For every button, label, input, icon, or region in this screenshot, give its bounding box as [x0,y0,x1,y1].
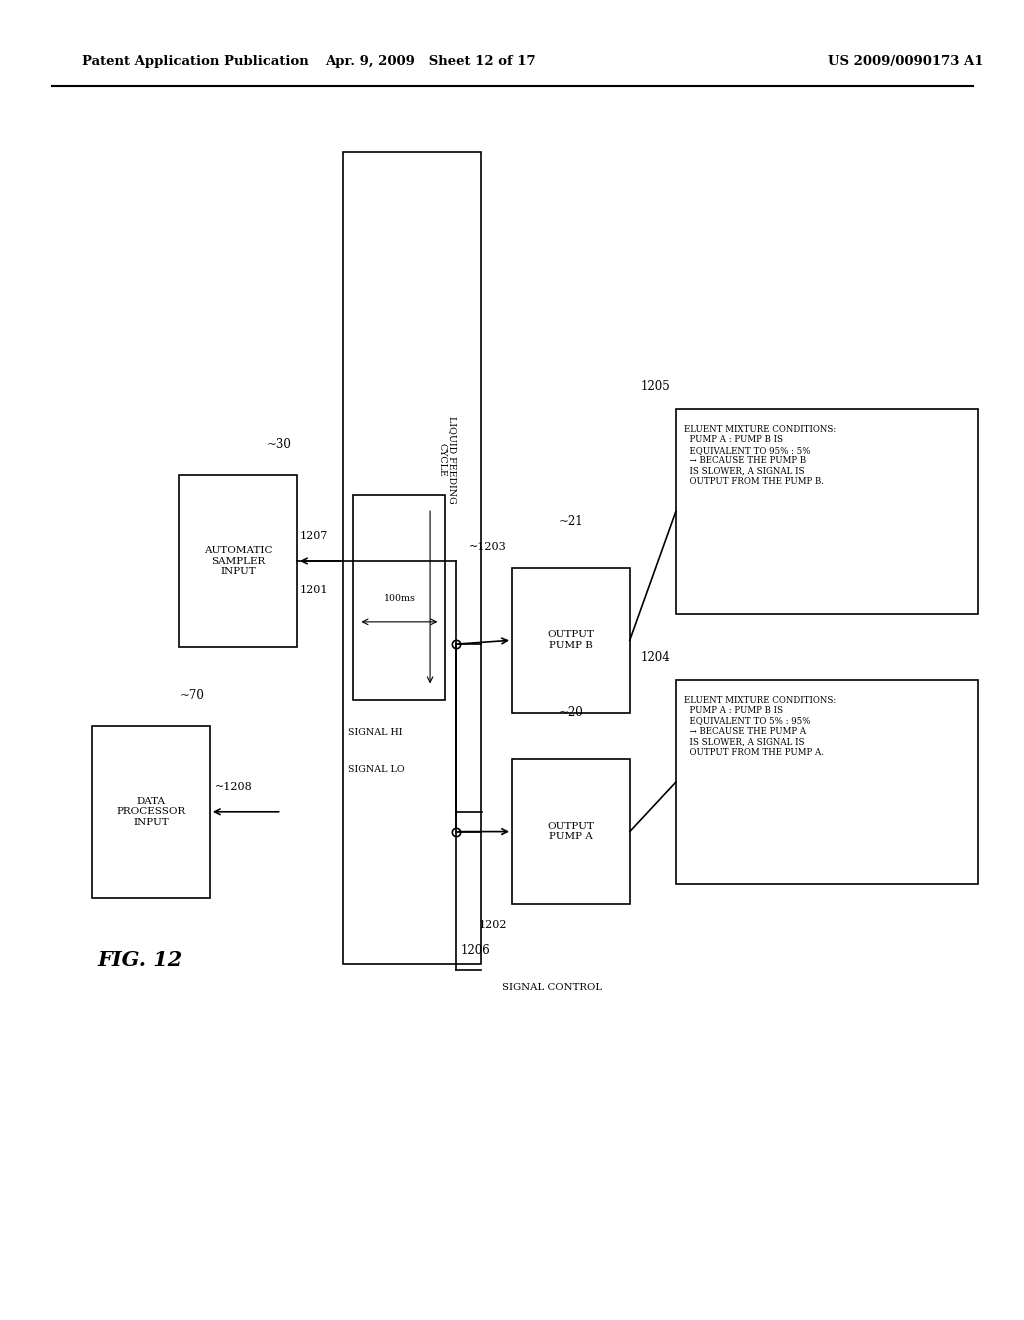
Text: 1201: 1201 [300,585,329,595]
Text: Apr. 9, 2009   Sheet 12 of 17: Apr. 9, 2009 Sheet 12 of 17 [325,55,536,69]
Text: AUTOMATIC
SAMPLER
INPUT: AUTOMATIC SAMPLER INPUT [204,546,272,576]
Text: OUTPUT
PUMP A: OUTPUT PUMP A [548,822,594,841]
Text: 1202: 1202 [478,920,507,931]
Bar [676,680,978,884]
Text: SIGNAL HI: SIGNAL HI [348,729,402,737]
Text: 100ms: 100ms [383,594,416,603]
Text: ELUENT MIXTURE CONDITIONS:
  PUMP A : PUMP B IS
  EQUIVALENT TO 5% : 95%
  → BEC: ELUENT MIXTURE CONDITIONS: PUMP A : PUMP… [684,696,837,756]
Bar [512,759,630,904]
Text: SIGNAL CONTROL: SIGNAL CONTROL [502,983,602,993]
Text: SIGNAL LO: SIGNAL LO [348,766,404,774]
Text: DATA
PROCESSOR
INPUT: DATA PROCESSOR INPUT [117,797,185,826]
Bar [179,475,297,647]
Text: Patent Application Publication: Patent Application Publication [82,55,308,69]
Text: ~70: ~70 [180,689,205,702]
Text: FIG. 12: FIG. 12 [97,950,182,970]
Text: OUTPUT
PUMP B: OUTPUT PUMP B [548,631,594,649]
Bar [353,495,445,700]
Bar [343,152,481,964]
Text: 1205: 1205 [641,380,671,393]
Text: 1204: 1204 [641,651,671,664]
Text: 1207: 1207 [300,531,329,541]
Text: ~30: ~30 [267,438,292,451]
Bar [512,568,630,713]
Text: 1206: 1206 [461,944,490,957]
Text: ~20: ~20 [558,706,584,719]
Text: ~1208: ~1208 [215,781,253,792]
Text: ~1203: ~1203 [469,541,507,552]
Bar [92,726,210,898]
Text: LIQUID FEEDING
CYCLE: LIQUID FEEDING CYCLE [437,416,457,504]
Bar [676,409,978,614]
Text: ~21: ~21 [558,515,584,528]
Text: ELUENT MIXTURE CONDITIONS:
  PUMP A : PUMP B IS
  EQUIVALENT TO 95% : 5%
  → BEC: ELUENT MIXTURE CONDITIONS: PUMP A : PUMP… [684,425,837,486]
Text: US 2009/0090173 A1: US 2009/0090173 A1 [827,55,983,69]
